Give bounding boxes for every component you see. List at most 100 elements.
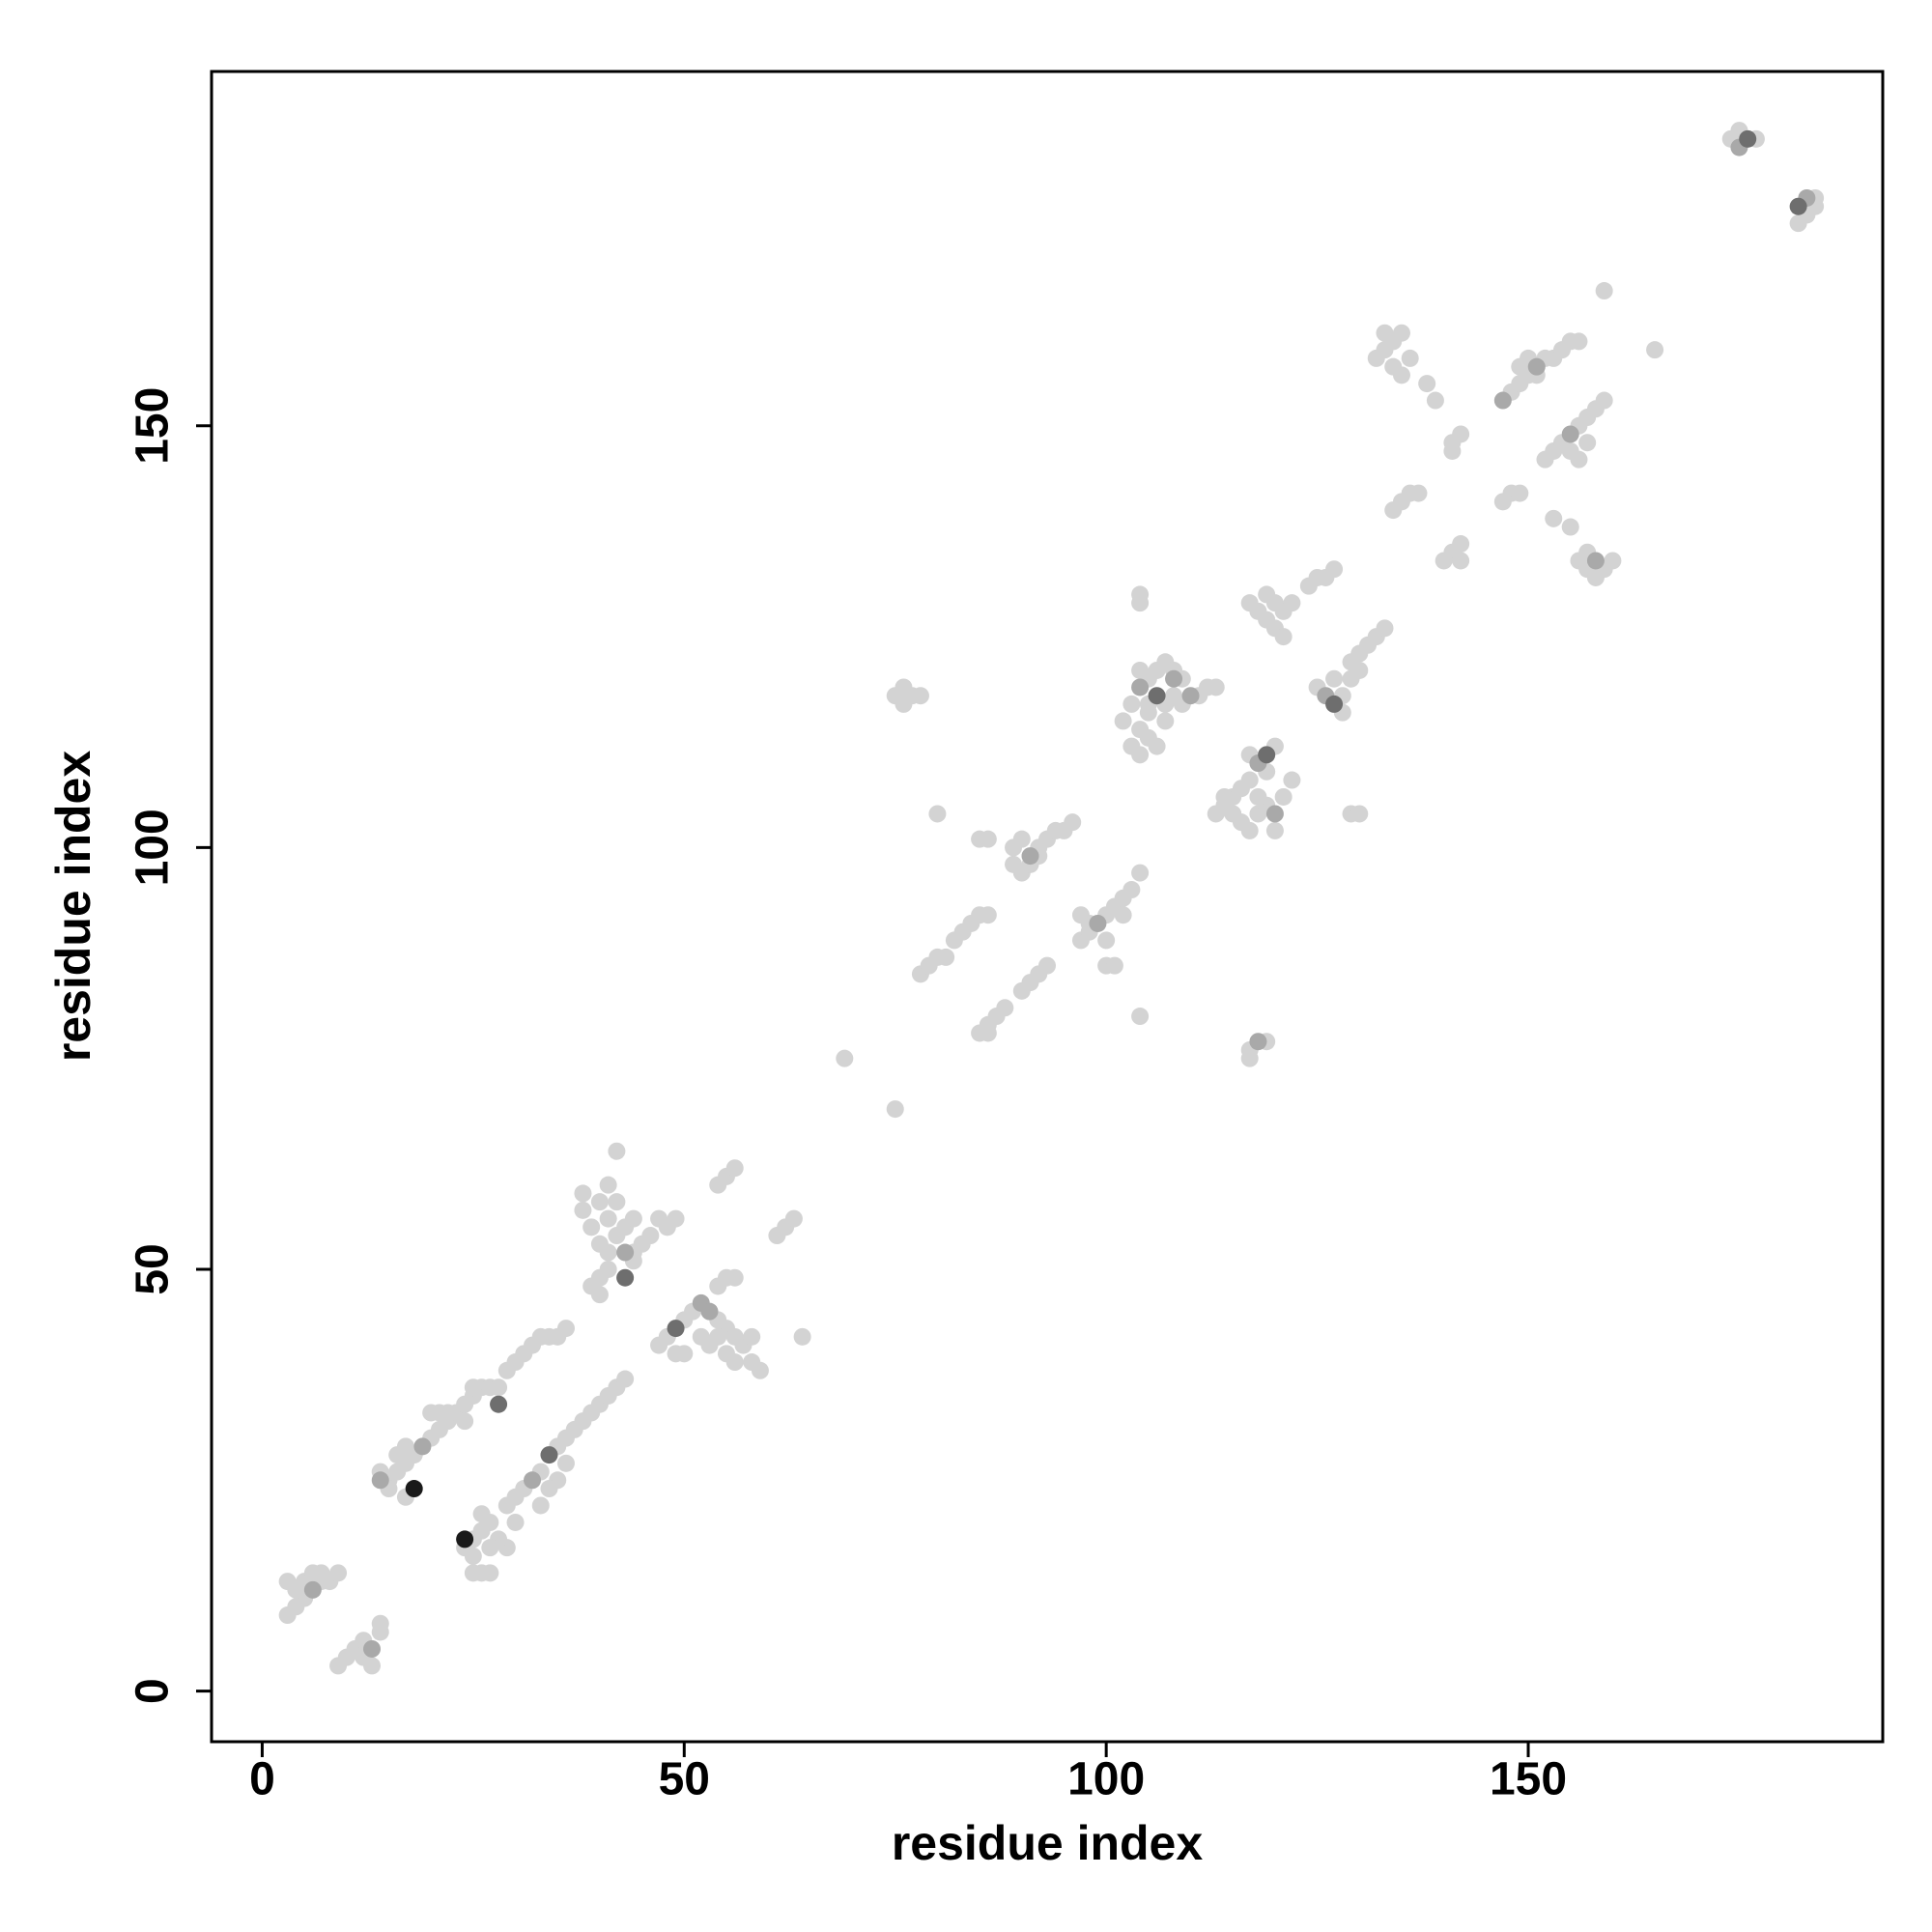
contact-point — [371, 1623, 389, 1641]
contact-point — [439, 1404, 457, 1422]
contact-point — [608, 1193, 626, 1211]
contact-point — [1215, 787, 1234, 806]
contact-point — [895, 678, 913, 696]
contact-point — [1207, 678, 1225, 696]
contact-point — [405, 1480, 423, 1498]
contact-point — [371, 1471, 389, 1490]
contact-point — [1561, 518, 1579, 536]
contact-point — [464, 1547, 482, 1565]
contact-point — [481, 1564, 499, 1582]
contact-point — [1265, 594, 1284, 612]
contact-point — [1122, 695, 1141, 713]
contact-point — [667, 1320, 685, 1338]
contact-point — [700, 1302, 719, 1321]
contact-point — [1452, 425, 1470, 443]
contact-point — [599, 1209, 617, 1228]
contact-point — [667, 1345, 685, 1363]
contact-point — [490, 1378, 508, 1397]
contact-point — [540, 1446, 558, 1464]
contact-point — [979, 906, 997, 924]
y-axis-label: residue index — [46, 751, 100, 1063]
x-tick-label: 100 — [1067, 1754, 1145, 1805]
contact-point — [490, 1395, 508, 1413]
contact-point — [717, 1345, 735, 1363]
contact-point — [472, 1505, 491, 1523]
contact-point — [937, 948, 955, 966]
contact-point — [590, 1193, 609, 1211]
contact-point — [1376, 324, 1394, 342]
y-tick-label: 0 — [128, 1678, 179, 1704]
contact-point — [1595, 391, 1613, 410]
y-tick-label: 100 — [128, 809, 179, 886]
contact-point — [979, 1024, 997, 1042]
contact-point — [1064, 813, 1082, 832]
contact-point — [1325, 669, 1344, 688]
contact-point — [667, 1209, 685, 1228]
contact-point — [784, 1209, 803, 1228]
contact-point — [1595, 282, 1613, 300]
contact-point — [590, 1235, 609, 1253]
contact-point — [1224, 805, 1242, 823]
contact-point — [1274, 628, 1293, 646]
plot-frame — [210, 70, 1885, 1744]
contact-point — [1114, 712, 1132, 730]
contact-point — [1443, 441, 1462, 460]
contact-point — [1240, 1049, 1259, 1067]
contact-point — [886, 1100, 904, 1119]
contact-point — [1131, 678, 1150, 696]
contact-point — [590, 1268, 609, 1287]
contact-point — [1148, 687, 1166, 705]
contact-point — [1012, 830, 1031, 848]
contact-point — [836, 1049, 854, 1067]
contact-point — [1604, 552, 1622, 570]
contact-point — [1325, 560, 1344, 579]
contact-point — [928, 805, 947, 823]
contact-point — [1570, 450, 1588, 469]
contact-point — [1114, 906, 1132, 924]
contact-point — [303, 1580, 322, 1599]
contact-point — [1561, 425, 1579, 443]
contact-point — [1283, 594, 1301, 612]
contact-point — [312, 1564, 330, 1582]
contact-point — [456, 1530, 474, 1548]
contact-point — [1325, 695, 1344, 713]
contact-point — [1570, 332, 1588, 351]
contact-point — [743, 1327, 761, 1346]
contact-point — [1578, 434, 1597, 452]
contact-point — [556, 1320, 575, 1338]
contact-point — [1131, 1008, 1150, 1026]
contact-point — [363, 1639, 382, 1658]
contact-point — [641, 1227, 660, 1245]
contact-point — [1181, 687, 1200, 705]
contact-point — [1131, 585, 1150, 604]
contact-point — [996, 999, 1014, 1017]
contact-point — [1038, 956, 1056, 975]
contact-point — [590, 1286, 609, 1304]
contact-point — [709, 1327, 727, 1346]
contact-point — [1493, 391, 1512, 410]
contact-point — [1392, 366, 1410, 384]
x-axis-label: residue index — [892, 1816, 1204, 1870]
contact-point — [599, 1176, 617, 1194]
contact-point — [616, 1370, 635, 1388]
x-tick-label: 150 — [1490, 1754, 1567, 1805]
contact-point — [574, 1184, 592, 1203]
contact-point — [743, 1353, 761, 1372]
contact-point — [725, 1159, 744, 1178]
contact-point — [1258, 746, 1276, 764]
contact-point — [1097, 931, 1116, 950]
contact-point — [1418, 375, 1436, 393]
contact-point — [1401, 349, 1419, 367]
contact-point — [1156, 712, 1175, 730]
contact-point — [1527, 357, 1546, 376]
contact-point — [1122, 737, 1141, 755]
contact-point — [1240, 771, 1259, 789]
contact-point — [1586, 552, 1605, 570]
contact-point — [1249, 787, 1267, 806]
contact-point — [556, 1454, 575, 1472]
contact-point — [1646, 341, 1664, 359]
contact-point — [506, 1513, 525, 1531]
contact-point — [608, 1142, 626, 1160]
contact-point — [1148, 737, 1166, 755]
